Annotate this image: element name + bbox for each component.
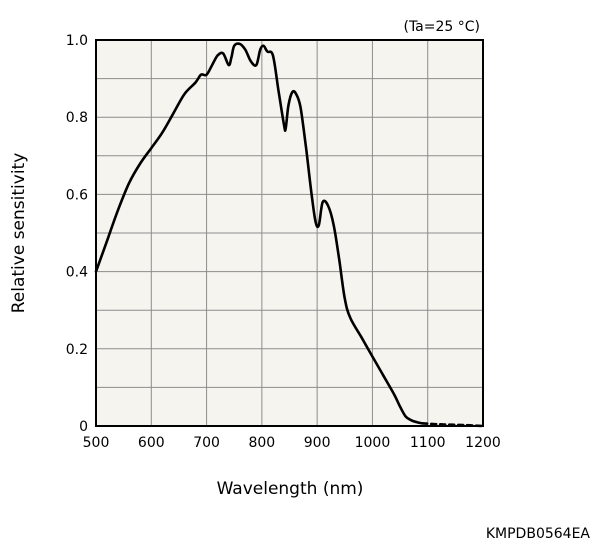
x-axis-title: Wavelength (nm) <box>217 479 364 499</box>
y-tick-label: 0.2 <box>66 342 88 358</box>
x-tick-label: 700 <box>193 435 220 451</box>
x-tick-label: 900 <box>304 435 331 451</box>
y-tick-label: 0 <box>79 419 88 435</box>
x-tick-labels: 500 600 700 800 900 1000 1100 1200 <box>83 435 501 451</box>
x-tick-label: 1000 <box>355 435 391 451</box>
y-tick-label: 0.4 <box>66 265 88 281</box>
x-tick-label: 1100 <box>410 435 446 451</box>
x-tick-label: 800 <box>248 435 275 451</box>
y-tick-label: 1.0 <box>66 33 88 49</box>
x-tick-label: 1200 <box>465 435 501 451</box>
condition-label: (Ta=25 °C) <box>403 19 480 35</box>
y-tick-label: 0.8 <box>66 110 88 126</box>
plot-frame <box>95 39 484 427</box>
x-tick-label: 600 <box>138 435 165 451</box>
x-tick-label: 500 <box>83 435 110 451</box>
y-tick-label: 0.6 <box>66 187 88 203</box>
grid <box>96 40 483 426</box>
y-tick-labels: 0 0.2 0.4 0.6 0.8 1.0 <box>66 33 88 435</box>
y-axis-title: Relative sensitivity <box>9 153 29 314</box>
document-id: KMPDB0564EA <box>486 526 591 542</box>
series-line-sensitivity <box>94 42 424 425</box>
